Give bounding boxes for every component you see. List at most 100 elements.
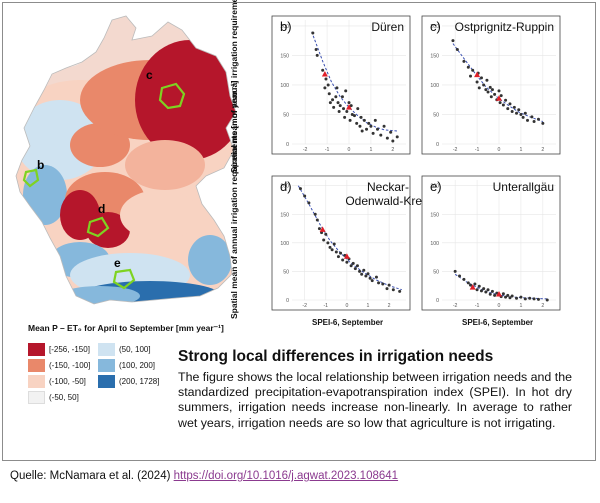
data-point: [486, 90, 490, 94]
data-point: [381, 282, 385, 286]
data-point: [315, 53, 319, 57]
data-point: [477, 284, 481, 288]
data-point: [313, 212, 317, 216]
x-axis-label-e: SPEI-6, September: [462, 318, 534, 327]
data-point: [355, 264, 359, 268]
panel-b-dueren: 0 50 100 150 200 -2 -1 0 1 2 b) Düren: [271, 15, 411, 155]
panel-c-ostprignitz-ruppin: 0 50 100 150 200 -2 -1 0 1 2 c) Ostprignitz-Ruppin: [421, 15, 561, 155]
data-point: [352, 114, 356, 118]
data-point: [477, 86, 481, 90]
data-point: [530, 115, 534, 119]
headline: Strong local differences in irrigation n…: [178, 348, 494, 365]
data-point: [369, 124, 373, 128]
data-point: [335, 86, 339, 90]
data-point: [389, 130, 393, 134]
data-point: [508, 296, 512, 300]
data-point: [332, 105, 336, 109]
legend-swatch: [28, 391, 45, 404]
data-point: [362, 268, 366, 272]
data-point: [374, 275, 378, 279]
data-point: [340, 95, 344, 99]
x-tick-label: 1: [367, 303, 370, 309]
doi-link[interactable]: https://doi.org/10.1016/j.agwat.2023.108…: [173, 470, 399, 482]
data-point: [323, 86, 327, 90]
legend-label: (200, 1728]: [119, 377, 160, 386]
data-point: [365, 127, 369, 131]
data-point: [379, 133, 383, 137]
data-point: [499, 94, 503, 98]
data-point: [343, 115, 347, 119]
x-tick-label: -1: [325, 147, 330, 153]
data-point: [536, 117, 540, 121]
x-tick-label: 2: [541, 303, 544, 309]
x-tick-label: 0: [498, 147, 501, 153]
data-point: [366, 272, 370, 276]
data-point: [458, 274, 462, 278]
data-point: [489, 95, 493, 99]
panel-title: Düren: [371, 20, 404, 34]
data-point: [376, 127, 379, 131]
y-tick-label: 0: [286, 298, 289, 304]
data-point: [324, 232, 328, 236]
y-tick-label: 200: [430, 184, 439, 190]
data-point: [342, 107, 346, 111]
data-point: [311, 31, 315, 35]
data-point: [521, 115, 525, 119]
legend-item: (200, 1728]: [98, 375, 159, 388]
data-point: [358, 124, 362, 128]
data-point: [364, 274, 368, 278]
data-point: [506, 293, 510, 297]
data-point: [315, 218, 319, 222]
data-point: [469, 283, 472, 287]
data-point: [482, 287, 486, 291]
data-point: [510, 294, 514, 298]
data-point: [462, 59, 466, 63]
data-point: [385, 136, 389, 140]
y-tick-label: 50: [283, 112, 289, 118]
district-outline-e: [112, 268, 136, 290]
x-tick-label: 1: [519, 147, 522, 153]
data-point: [353, 267, 357, 271]
y-tick-label: 100: [280, 241, 289, 247]
data-point: [469, 74, 472, 78]
data-point: [391, 288, 395, 292]
data-point: [526, 118, 529, 122]
data-point: [314, 48, 318, 52]
data-point: [385, 287, 389, 291]
data-point: [350, 112, 354, 116]
panel-title: Unterallgäu: [493, 180, 554, 194]
x-tick-label: 1: [519, 303, 522, 309]
data-point: [351, 261, 355, 265]
mean-marker: [321, 71, 328, 77]
data-point: [345, 260, 349, 264]
y-tick-label: 100: [430, 241, 439, 247]
data-point: [321, 68, 325, 72]
data-point: [298, 187, 302, 191]
data-point: [368, 276, 372, 280]
data-point: [327, 92, 331, 96]
data-point: [515, 296, 519, 300]
y-tick-label: 0: [286, 142, 289, 148]
legend-label: (50, 100]: [119, 345, 151, 354]
map-label-b: b: [37, 158, 44, 172]
data-point: [330, 248, 334, 252]
germany-map: b c d e: [15, 15, 237, 305]
data-point: [545, 298, 549, 302]
data-point: [475, 80, 479, 84]
x-tick-label: -2: [303, 147, 308, 153]
data-point: [490, 289, 494, 293]
data-point: [359, 115, 363, 119]
mean-marker: [474, 71, 481, 78]
x-tick-label: -2: [302, 303, 307, 309]
data-point: [347, 101, 351, 105]
district-outline-c: [158, 82, 186, 110]
y-tick-label: 50: [433, 269, 439, 275]
x-tick-label: 0: [348, 147, 351, 153]
data-point: [349, 104, 353, 108]
legend-item: (-50, 50]: [28, 391, 79, 404]
data-point: [504, 98, 508, 102]
data-point: [348, 118, 352, 122]
data-point: [508, 102, 512, 106]
x-tick-label: -2: [453, 303, 458, 309]
